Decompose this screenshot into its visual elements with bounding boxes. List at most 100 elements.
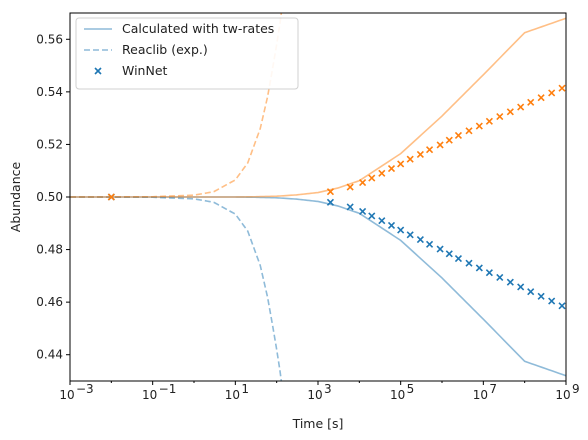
winnet-marker	[517, 103, 525, 111]
winnet-marker	[517, 283, 525, 291]
legend-box	[75, 17, 299, 90]
winnet-marker	[445, 136, 453, 144]
reaclib-line-2	[70, 196, 283, 381]
winnet-marker-stroke	[416, 150, 424, 158]
winnet-marker	[558, 84, 566, 92]
winnet-marker-stroke	[387, 165, 396, 173]
winnet-marker-stroke	[368, 212, 376, 220]
winnet-marker-stroke	[397, 226, 405, 234]
winnet-marker-stroke	[397, 160, 405, 168]
winnet-marker-stroke	[346, 183, 354, 191]
winnet-marker-stroke	[107, 193, 115, 201]
winnet-marker-stroke	[537, 94, 545, 102]
x-tick-label: 10	[225, 388, 240, 402]
winnet-marker-stroke	[537, 292, 545, 300]
legend-marker-stroke	[94, 67, 102, 75]
winnet-marker-stroke	[326, 188, 335, 196]
x-tick-label: 10	[142, 388, 157, 402]
winnet-marker	[436, 245, 444, 253]
y-tick-label: 0.56	[36, 32, 63, 46]
winnet-marker	[425, 240, 434, 248]
plot-frame	[69, 12, 567, 382]
winnet-marker-stroke	[359, 178, 367, 187]
winnet-marker-stroke	[326, 198, 335, 206]
winnet-marker	[465, 259, 473, 267]
winnet-marker-stroke	[527, 98, 535, 106]
x-tick-exponent: 7	[489, 382, 497, 396]
winnet-marker-stroke	[558, 302, 566, 310]
winnet-marker	[445, 250, 453, 258]
winnet-marker	[346, 183, 354, 191]
winnet-marker	[506, 108, 514, 116]
winnet-marker-stroke	[506, 278, 514, 286]
winnet-marker-stroke	[485, 269, 493, 277]
winnet-marker-stroke	[496, 273, 504, 281]
y-axis-label: Abundance	[8, 161, 23, 232]
legend-entry-reaclib: Reaclib (exp.)	[122, 42, 208, 57]
winnet-marker-stroke	[558, 84, 566, 92]
winnet-marker	[359, 207, 367, 216]
winnet-marker-stroke	[416, 236, 424, 244]
winnet-marker	[506, 278, 514, 286]
tw-rates-line-0	[70, 196, 566, 377]
winnet-marker-stroke	[548, 297, 556, 305]
winnet-marker	[326, 198, 335, 206]
x-tick-label: 10	[59, 388, 74, 402]
winnet-marker-stroke	[378, 169, 386, 177]
x-axis-ticks: 10 −3 10 −1 10 1 10 3 10 5 10 7 10 9	[59, 381, 580, 402]
winnet-marker-stroke	[496, 113, 504, 121]
x-axis-label: Time [s]	[292, 416, 344, 431]
winnet-marker	[475, 122, 483, 130]
x-tick-exponent: 9	[572, 382, 580, 396]
winnet-marker-stroke	[454, 131, 463, 140]
winnet-marker-stroke	[517, 103, 525, 111]
winnet-marker	[397, 226, 405, 234]
x-tick-label: 10	[307, 388, 322, 402]
y-tick-label: 0.52	[36, 137, 63, 151]
winnet-marker	[454, 254, 463, 263]
x-tick-exponent: 1	[241, 382, 249, 396]
tw-rates-line-1	[70, 17, 566, 198]
winnet-marker-stroke	[465, 127, 473, 135]
winnet-marker-stroke	[548, 89, 556, 97]
winnet-marker-stroke	[475, 264, 483, 272]
winnet-marker	[537, 94, 545, 102]
x-tick-exponent: 5	[407, 382, 415, 396]
winnet-marker	[537, 292, 545, 300]
winnet-marker	[548, 89, 556, 97]
winnet-marker-stroke	[425, 146, 434, 154]
winnet-marker-stroke	[465, 259, 473, 267]
winnet-marker	[527, 288, 535, 296]
winnet-marker	[326, 188, 335, 196]
y-tick-label: 0.50	[36, 190, 63, 204]
winnet-marker-stroke	[485, 117, 493, 125]
winnet-marker-stroke	[527, 288, 535, 296]
winnet-marker-stroke	[425, 240, 434, 248]
winnet-marker	[548, 297, 556, 305]
winnet-marker	[378, 217, 386, 225]
winnet-marker	[368, 212, 376, 220]
winnet-marker-stroke	[406, 155, 414, 163]
winnet-marker	[454, 131, 463, 140]
winnet-marker-stroke	[406, 231, 414, 239]
y-tick-label: 0.54	[36, 85, 63, 99]
winnet-marker	[425, 146, 434, 154]
winnet-marker-stroke	[436, 245, 444, 253]
winnet-marker	[368, 174, 376, 182]
y-tick-label: 0.46	[36, 295, 63, 309]
winnet-marker-stroke	[368, 174, 376, 182]
winnet-marker	[527, 98, 535, 106]
winnet-marker	[387, 221, 396, 229]
winnet-marker-stroke	[517, 283, 525, 291]
winnet-marker-stroke	[454, 254, 463, 263]
winnet-marker	[416, 236, 424, 244]
winnet-marker-stroke	[445, 250, 453, 258]
winnet-marker	[485, 117, 493, 125]
x-tick-label: 10	[555, 388, 570, 402]
winnet-marker	[485, 269, 493, 277]
winnet-marker-stroke	[436, 141, 444, 149]
winnet-marker-stroke	[359, 207, 367, 216]
plot-area	[70, 13, 566, 381]
winnet-marker	[378, 169, 386, 177]
